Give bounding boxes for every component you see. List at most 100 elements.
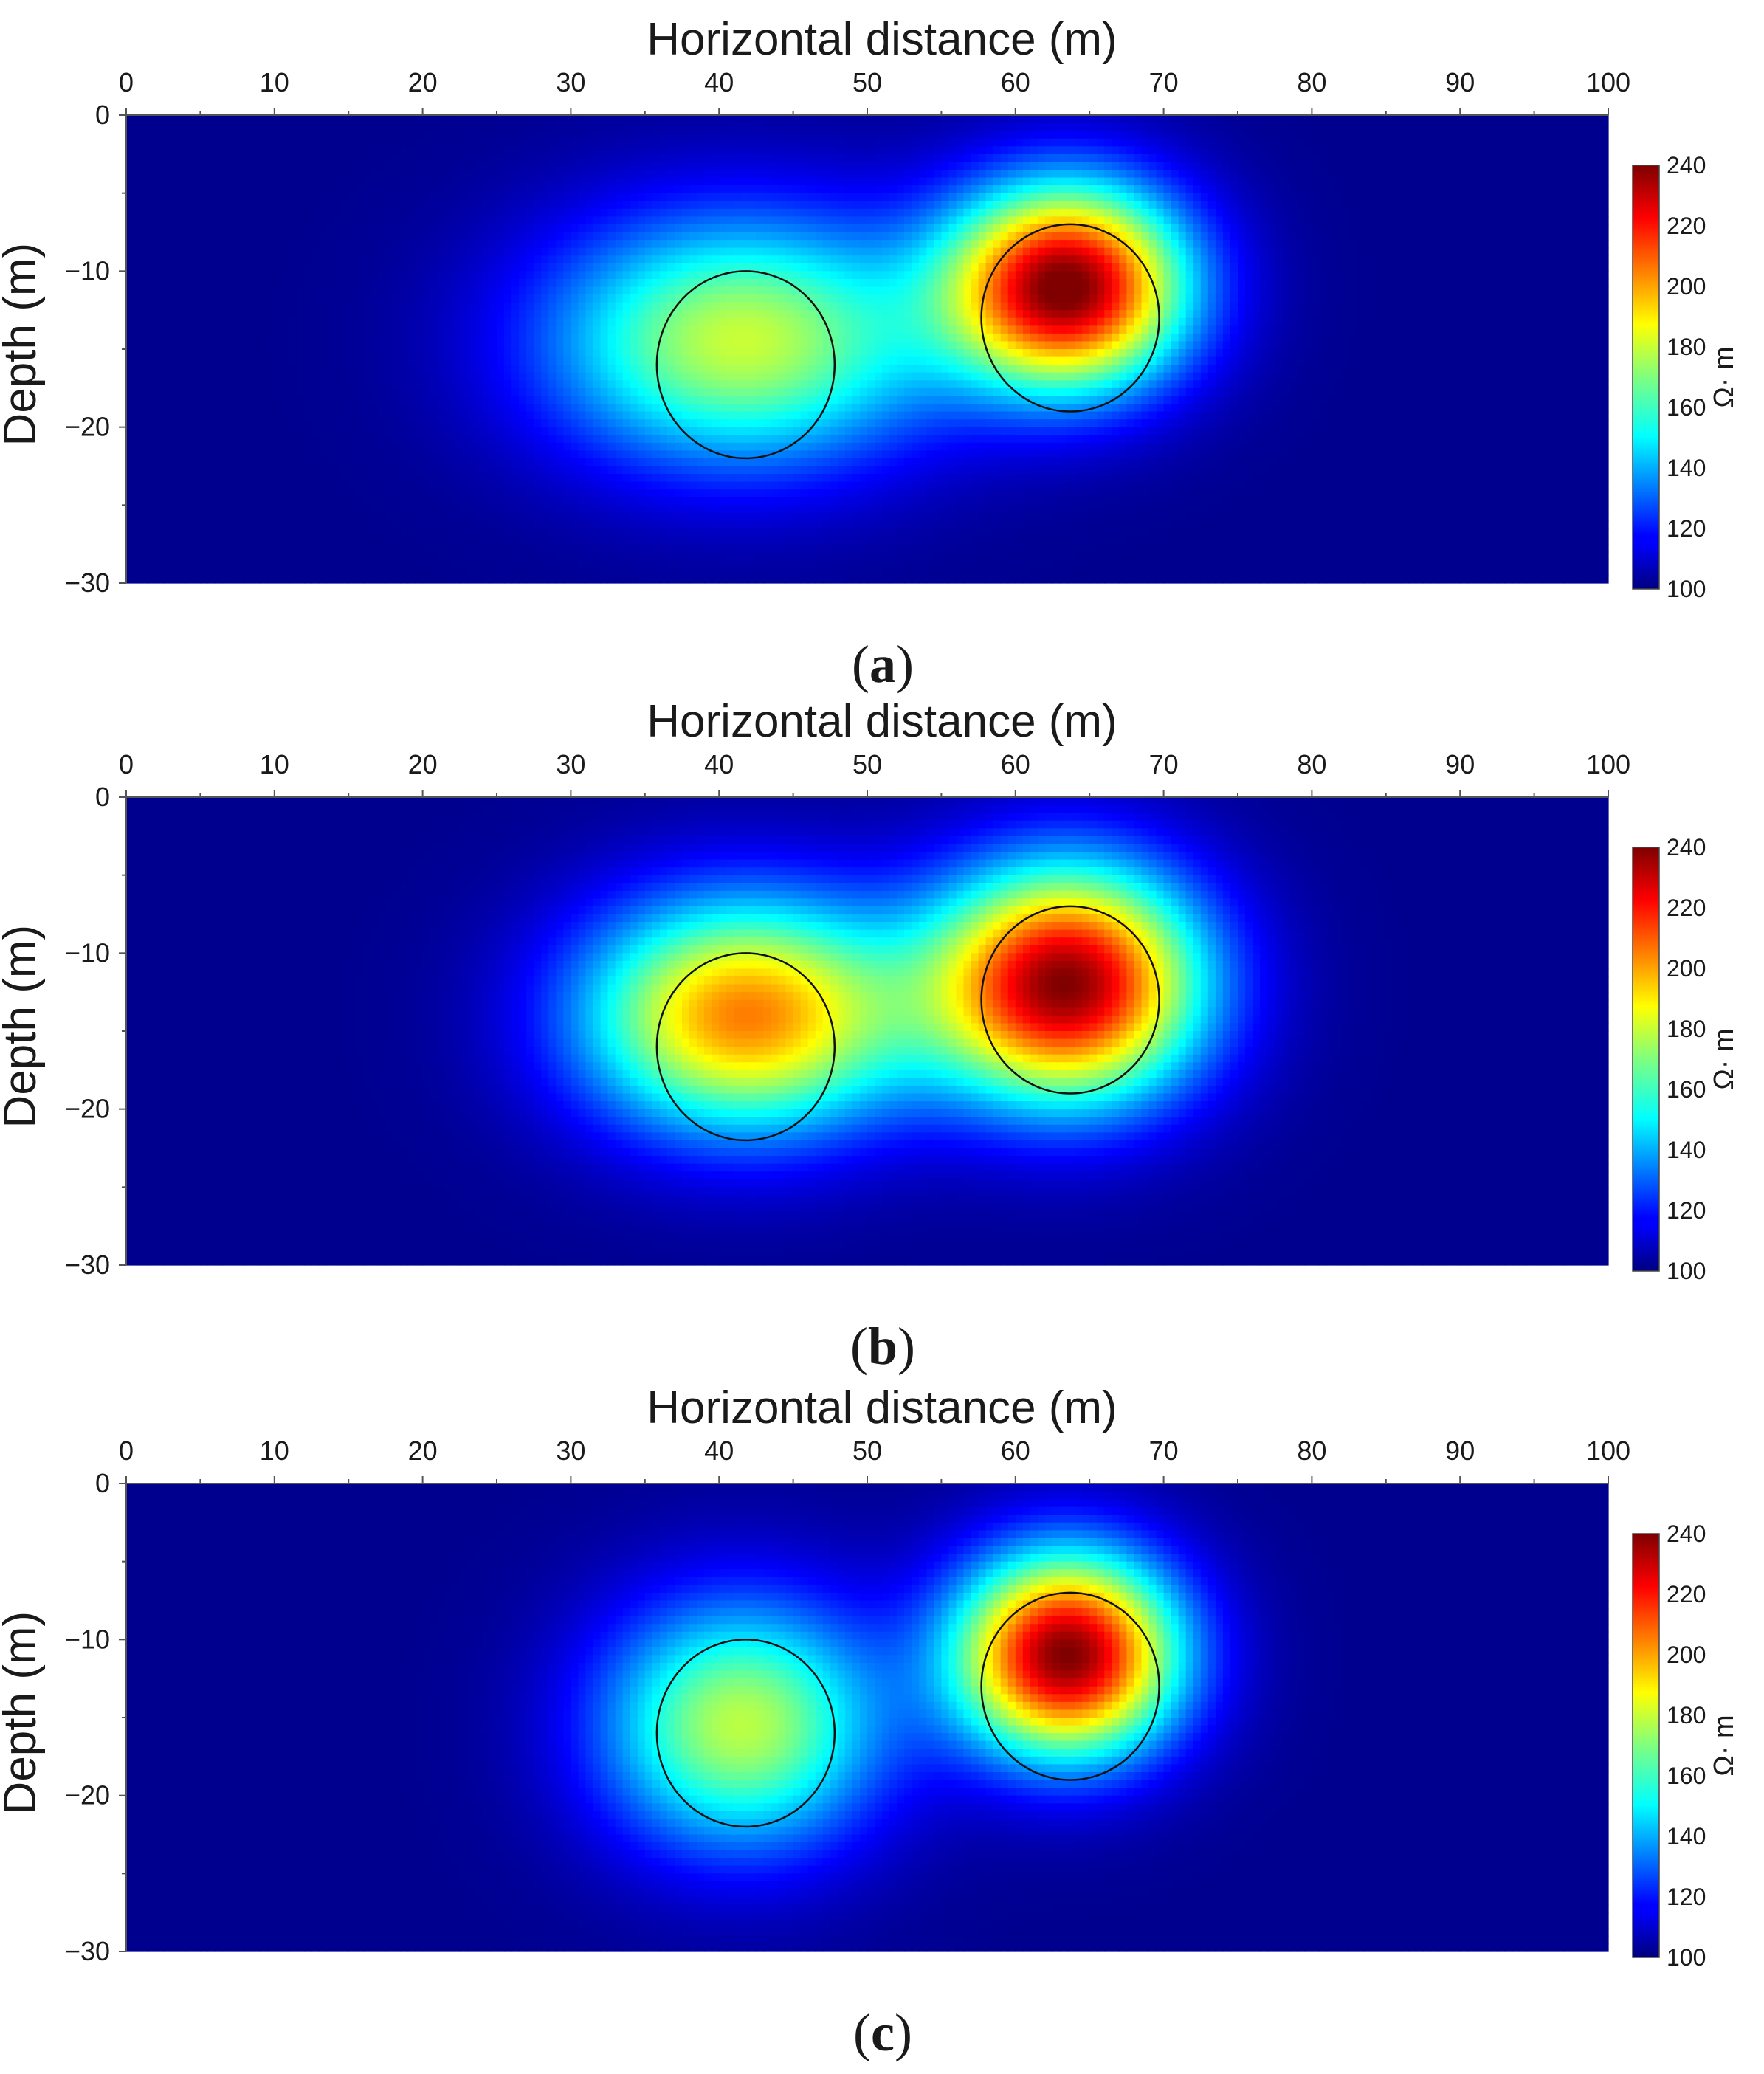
heatmap-cell [548,185,557,193]
heatmap-cell [275,139,283,147]
heatmap-cell [363,373,371,381]
heatmap-cell [423,170,431,178]
heatmap-cell [438,123,446,131]
heatmap-cell [341,458,349,466]
heatmap-cell [378,341,386,349]
heatmap-cell [467,497,475,506]
heatmap-cell [252,458,261,466]
heatmap-cell [652,162,661,170]
heatmap-cell [652,450,661,458]
heatmap-cell [378,209,386,217]
heatmap-cell [652,497,661,506]
heatmap-cell [348,349,356,357]
heatmap-cell [541,419,549,427]
heatmap-cell [282,559,290,568]
heatmap-cell [497,450,505,458]
heatmap-cell [326,450,334,458]
heatmap-cell [282,341,290,349]
heatmap-cell [200,178,208,186]
heatmap-cell [289,419,297,427]
heatmap-cell [601,427,609,435]
heatmap-cell [267,474,275,482]
heatmap-cell [623,131,631,139]
heatmap-cell [141,279,149,287]
heatmap-cell [371,294,379,303]
heatmap-cell [467,537,475,545]
heatmap-cell [423,396,431,404]
heatmap-cell [416,248,424,256]
heatmap-cell [134,154,142,162]
heatmap-cell [252,154,261,162]
heatmap-cell [416,373,424,381]
heatmap-cell [319,334,327,342]
heatmap-cell [260,162,268,170]
heatmap-cell [356,505,364,513]
heatmap-cell [638,419,646,427]
heatmap-cell [215,544,223,552]
heatmap-cell [245,552,253,560]
heatmap-cell [207,380,216,388]
heatmap-cell [511,435,520,443]
heatmap-cell [445,318,453,326]
heatmap-cell [482,123,490,131]
heatmap-cell [423,146,431,154]
heatmap-cell [400,178,408,186]
heatmap-cell [393,240,401,248]
heatmap-cell [393,131,401,139]
heatmap-cell [616,185,624,193]
heatmap-cell [282,505,290,513]
heatmap-cell [445,248,453,256]
heatmap-cell [578,489,586,497]
heatmap-cell [304,146,312,154]
heatmap-cell [623,123,631,131]
heatmap-cell [519,325,527,334]
heatmap-cell [667,513,675,521]
heatmap-cell [393,294,401,303]
heatmap-cell [601,294,609,303]
heatmap-cell [652,435,661,443]
heatmap-cell [541,286,549,294]
heatmap-cell [326,544,334,552]
heatmap-cell [526,412,534,420]
heatmap-cell [408,528,416,537]
heatmap-cell [675,380,683,388]
heatmap-cell [371,537,379,545]
heatmap-cell [326,412,334,420]
heatmap-cell [438,388,446,396]
heatmap-cell [519,139,527,147]
heatmap-cell [148,380,156,388]
heatmap-cell [675,240,683,248]
heatmap-cell [348,450,356,458]
heatmap-cell [408,170,416,178]
heatmap-cell [134,170,142,178]
heatmap-cell [267,271,275,279]
heatmap-cell [585,325,593,334]
heatmap-cell [304,294,312,303]
heatmap-cell [223,537,231,545]
heatmap-cell [304,552,312,560]
heatmap-cell [230,552,238,560]
heatmap-cell [275,396,283,404]
heatmap-cell [297,435,305,443]
heatmap-cell [467,123,475,131]
heatmap-cell [534,443,542,451]
heatmap-cell [534,537,542,545]
heatmap-cell [238,575,246,583]
heatmap-cell [601,443,609,451]
heatmap-cell [371,201,379,209]
heatmap-cell [371,505,379,513]
heatmap-cell [252,559,261,568]
heatmap-cell [185,474,193,482]
heatmap-cell [467,388,475,396]
heatmap-cell [319,271,327,279]
heatmap-cell [260,303,268,311]
heatmap-cell [170,450,179,458]
heatmap-cell [608,396,616,404]
heatmap-cell [245,419,253,427]
heatmap-cell [185,240,193,248]
heatmap-cell [497,341,505,349]
heatmap-cell [230,318,238,326]
heatmap-cell [267,380,275,388]
heatmap-cell [193,255,201,263]
heatmap-cell [489,115,497,123]
